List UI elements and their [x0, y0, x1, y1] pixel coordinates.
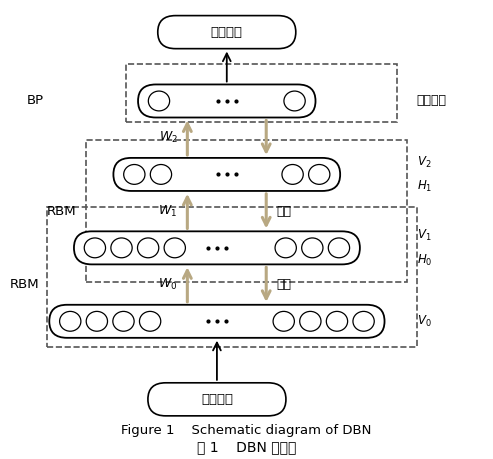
- Text: RBM: RBM: [10, 278, 39, 291]
- Text: 输入数据: 输入数据: [201, 393, 233, 406]
- Circle shape: [326, 311, 348, 331]
- Text: $V_1$: $V_1$: [417, 228, 431, 243]
- Circle shape: [148, 91, 170, 111]
- Text: 输出数据: 输出数据: [211, 26, 243, 39]
- Text: BP: BP: [27, 95, 44, 107]
- Text: $V_2$: $V_2$: [417, 155, 431, 170]
- Text: 反向传播: 反向传播: [417, 95, 447, 107]
- Circle shape: [140, 311, 161, 331]
- Circle shape: [309, 164, 330, 185]
- FancyBboxPatch shape: [148, 383, 286, 416]
- Text: 微调: 微调: [276, 278, 291, 291]
- Circle shape: [124, 164, 145, 185]
- Circle shape: [275, 238, 296, 258]
- Bar: [126, 64, 397, 122]
- Text: 微调: 微调: [276, 205, 291, 218]
- Text: Figure 1    Schematic diagram of DBN: Figure 1 Schematic diagram of DBN: [121, 424, 372, 437]
- Circle shape: [150, 164, 172, 185]
- Text: RBM: RBM: [47, 205, 76, 218]
- Text: $H_1$: $H_1$: [417, 179, 432, 194]
- Circle shape: [111, 238, 132, 258]
- Bar: [47, 207, 417, 347]
- Circle shape: [302, 238, 323, 258]
- FancyBboxPatch shape: [158, 16, 296, 49]
- Circle shape: [138, 238, 159, 258]
- Text: 图 1    DBN 原理图: 图 1 DBN 原理图: [197, 441, 296, 454]
- Circle shape: [300, 311, 321, 331]
- Circle shape: [284, 91, 305, 111]
- Circle shape: [328, 238, 350, 258]
- FancyBboxPatch shape: [138, 84, 316, 118]
- Text: $W_2$: $W_2$: [159, 130, 177, 145]
- Circle shape: [60, 311, 81, 331]
- Bar: [86, 140, 407, 282]
- Text: $W_0$: $W_0$: [158, 277, 177, 292]
- FancyBboxPatch shape: [49, 305, 385, 338]
- Circle shape: [282, 164, 303, 185]
- Text: $V_0$: $V_0$: [417, 314, 431, 329]
- Circle shape: [86, 311, 107, 331]
- Circle shape: [273, 311, 294, 331]
- Text: $H_0$: $H_0$: [417, 252, 432, 268]
- Text: $W_1$: $W_1$: [158, 204, 177, 218]
- Circle shape: [84, 238, 106, 258]
- Circle shape: [164, 238, 185, 258]
- Circle shape: [113, 311, 134, 331]
- FancyBboxPatch shape: [74, 231, 360, 264]
- FancyBboxPatch shape: [113, 158, 340, 191]
- Circle shape: [353, 311, 374, 331]
